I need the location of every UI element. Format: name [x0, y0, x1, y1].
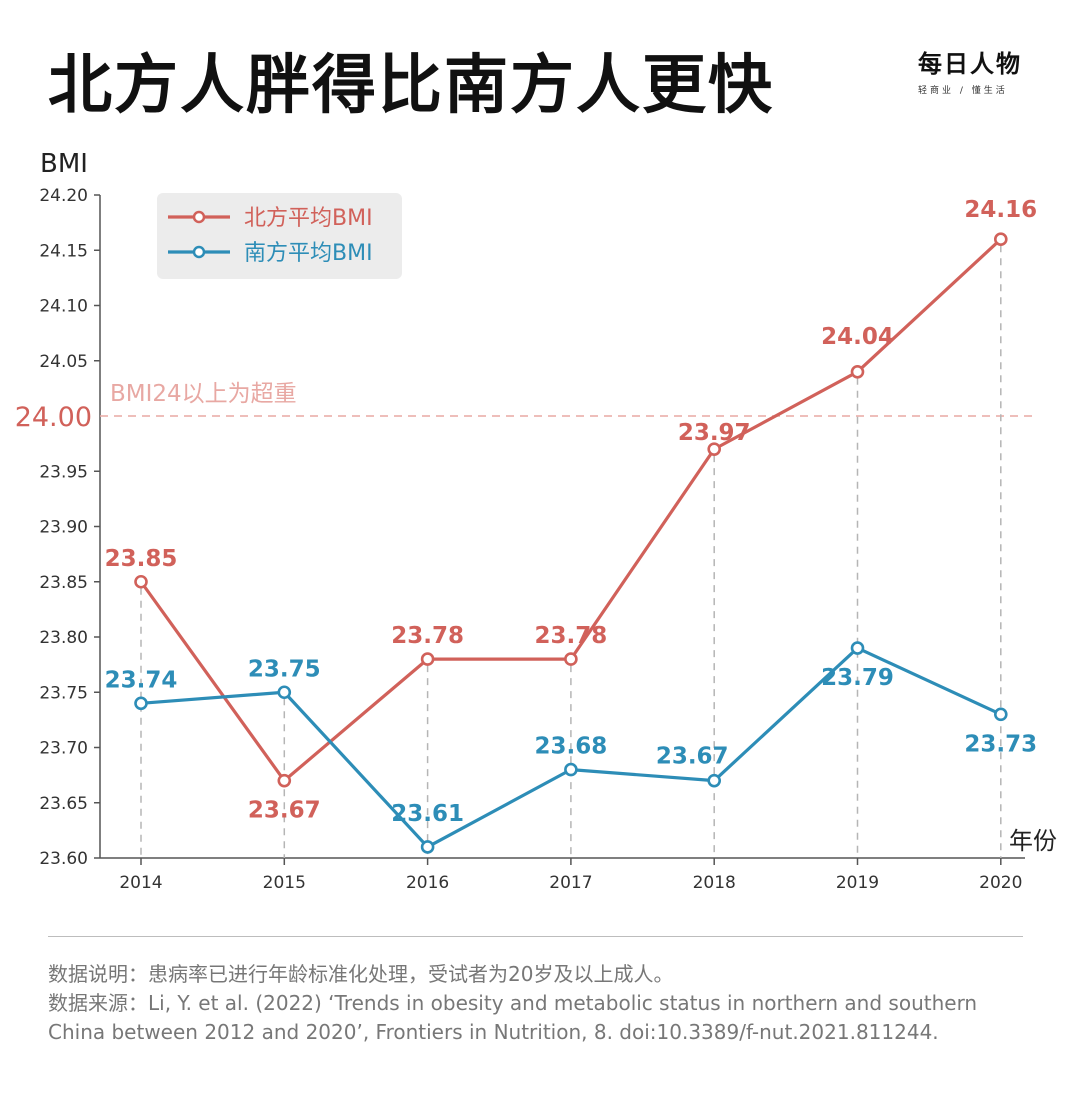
y-tick-label: 23.85 [39, 573, 88, 593]
data-point-north [564, 652, 578, 666]
data-label-south: 23.68 [535, 734, 608, 760]
data-label-north: 23.97 [678, 420, 751, 446]
data-label-south: 23.74 [105, 667, 178, 693]
data-label-north: 24.16 [964, 197, 1037, 223]
x-tick-label: 2014 [119, 873, 162, 893]
data-label-north: 23.67 [248, 798, 321, 824]
data-label-south: 23.75 [248, 656, 321, 682]
data-point-south [850, 641, 865, 655]
y-tick-label: 24.20 [39, 186, 88, 206]
data-point-north [134, 574, 148, 589]
legend-box [157, 193, 402, 279]
data-labels: 23.85 23.74 23.67 23.75 23.78 23.61 23.78 23.68… [105, 197, 1038, 827]
overweight-threshold-value: 24.00 [15, 402, 92, 433]
footnotes: 数据说明：患病率已进行年龄标准化处理，受试者为20岁及以上成人。 数据来源：Li… [48, 960, 1033, 1047]
x-tick-label: 2016 [406, 873, 449, 893]
x-tick-label: 2017 [549, 873, 592, 893]
data-point-south [134, 696, 148, 711]
data-point-south [420, 840, 435, 854]
data-point-north [277, 773, 292, 788]
data-point-south [993, 707, 1008, 722]
y-tick-label: 23.95 [39, 462, 88, 482]
overweight-threshold-label: BMI24以上为超重 [110, 381, 297, 407]
data-point-north [993, 232, 1008, 246]
brand-logo: 每日人物 轻商业 / 懂生活 [918, 44, 1028, 96]
y-axis-title: BMI [40, 149, 88, 179]
data-label-north: 23.78 [535, 623, 608, 649]
y-tick-label: 24.05 [39, 352, 88, 372]
y-tick-label: 23.60 [39, 849, 88, 869]
y-tick-label: 23.65 [39, 794, 88, 814]
y-tick-label: 24.10 [39, 297, 88, 317]
y-tick-label: 24.15 [39, 241, 88, 261]
data-point-north [707, 442, 722, 456]
y-tick-label: 23.75 [39, 683, 88, 703]
data-point-north [420, 652, 435, 666]
y-tick-label: 23.70 [39, 739, 88, 759]
brand-slogan: 轻商业 / 懂生活 [918, 86, 1008, 96]
reference-layer: BMI24以上为超重 24.00 [15, 381, 1035, 433]
data-label-south: 23.67 [656, 744, 729, 770]
legend-label: 南方平均BMI [244, 241, 373, 266]
data-label-south: 23.73 [964, 731, 1037, 757]
data-point-south [707, 773, 722, 788]
data-note: 数据说明：患病率已进行年龄标准化处理，受试者为20岁及以上成人。 [48, 962, 674, 986]
data-label-south: 23.79 [821, 665, 894, 691]
series-layer [134, 232, 1008, 854]
data-label-north: 24.04 [821, 324, 894, 350]
axes: BMI24.2024.1524.1024.0523.9523.9023.8523… [39, 149, 1057, 893]
legend: 北方平均BMI 南方平均BMI [157, 193, 402, 279]
data-label-south: 23.61 [391, 801, 464, 827]
bmi-line-chart: BMI24.2024.1524.1024.0523.9523.9023.8523… [15, 149, 1057, 893]
data-point-south [564, 762, 578, 777]
x-tick-label: 2019 [836, 873, 879, 893]
legend-label: 北方平均BMI [244, 206, 373, 231]
legend-swatch-marker [192, 245, 206, 259]
page-title: 北方人胖得比南方人更快 [48, 49, 774, 123]
y-tick-label: 23.90 [39, 518, 88, 538]
data-source: 数据来源：Li, Y. et al. (2022) ‘Trends in obe… [48, 991, 978, 1044]
data-label-north: 23.78 [391, 623, 464, 649]
x-tick-label: 2015 [263, 873, 306, 893]
y-tick-label: 23.80 [39, 628, 88, 648]
data-point-south [277, 685, 292, 700]
drop-lines [140, 245, 1002, 858]
footer-divider [48, 936, 1023, 937]
legend-swatch-marker [192, 210, 206, 224]
brand-name: 每日人物 [918, 50, 1022, 78]
data-label-north: 23.85 [105, 546, 178, 572]
x-axis-title: 年份 [1009, 827, 1057, 855]
series-line-north [139, 238, 1002, 783]
x-tick-label: 2018 [693, 873, 736, 893]
data-point-north [850, 364, 865, 379]
x-tick-label: 2020 [979, 873, 1022, 893]
